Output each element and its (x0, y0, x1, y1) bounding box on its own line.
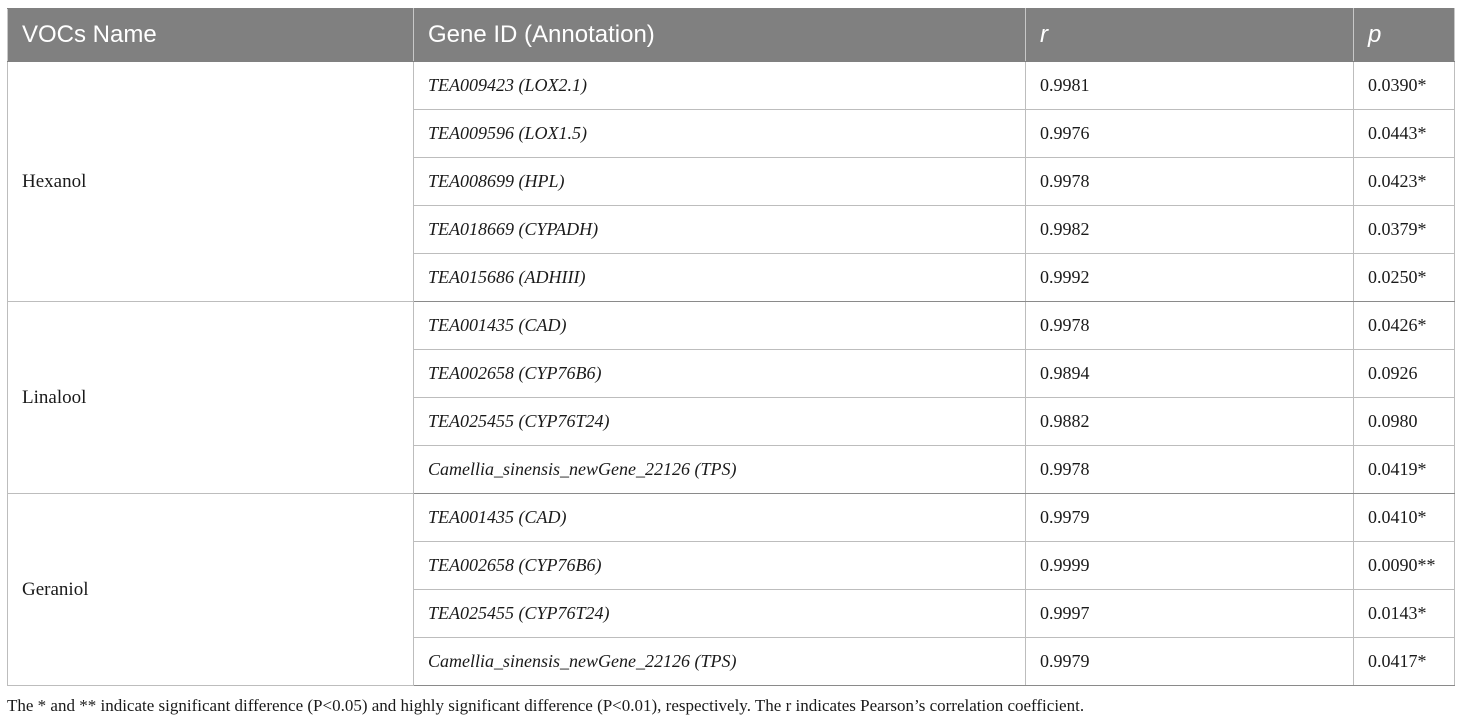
table-row: TEA025455 (CYP76T24) 0.9997 0.0143* (8, 589, 1455, 638)
gene-cell: TEA009423 (LOX2.1) (413, 61, 1026, 110)
table-header: VOCs Name Gene ID (Annotation) r p (7, 8, 1455, 62)
r-cell: 0.9978 (1025, 445, 1354, 494)
table-row: Camellia_sinensis_newGene_22126 (TPS) 0.… (8, 637, 1455, 686)
gene-cell: TEA002658 (CYP76B6) (413, 349, 1026, 398)
table-body: Hexanol TEA009423 (LOX2.1) 0.9981 0.0390… (7, 61, 1455, 686)
p-cell: 0.0423* (1353, 157, 1455, 206)
p-cell: 0.0980 (1353, 397, 1455, 446)
p-cell: 0.0379* (1353, 205, 1455, 254)
table-row: TEA025455 (CYP76T24) 0.9882 0.0980 (8, 397, 1455, 446)
p-cell: 0.0926 (1353, 349, 1455, 398)
table-row: TEA015686 (ADHIII) 0.9992 0.0250* (8, 253, 1455, 302)
header-row: VOCs Name Gene ID (Annotation) r p (7, 8, 1455, 62)
table-row: TEA009596 (LOX1.5) 0.9976 0.0443* (8, 109, 1455, 158)
r-cell: 0.9978 (1025, 157, 1354, 206)
p-cell: 0.0250* (1353, 253, 1455, 302)
p-cell: 0.0143* (1353, 589, 1455, 638)
table-row: TEA018669 (CYPADH) 0.9982 0.0379* (8, 205, 1455, 254)
p-cell: 0.0419* (1353, 445, 1455, 494)
r-cell: 0.9981 (1025, 61, 1354, 110)
p-cell: 0.0390* (1353, 61, 1455, 110)
table-footnote: The * and ** indicate significant differ… (7, 696, 1085, 715)
p-cell: 0.0090** (1353, 541, 1455, 590)
p-cell: 0.0443* (1353, 109, 1455, 158)
gene-cell: TEA001435 (CAD) (413, 493, 1026, 542)
header-gene-id: Gene ID (Annotation) (413, 8, 1026, 62)
p-cell: 0.0417* (1353, 637, 1455, 686)
gene-cell: TEA025455 (CYP76T24) (413, 589, 1026, 638)
table-row: Geraniol TEA001435 (CAD) 0.9979 0.0410* (7, 493, 1455, 686)
r-cell: 0.9882 (1025, 397, 1354, 446)
p-cell: 0.0426* (1353, 301, 1455, 350)
voc-name-cell: Linalool (7, 301, 414, 494)
r-cell: 0.9979 (1025, 637, 1354, 686)
voc-name-cell: Geraniol (7, 493, 414, 686)
gene-cell: TEA025455 (CYP76T24) (413, 397, 1026, 446)
correlation-table: VOCs Name Gene ID (Annotation) r p Hexan… (7, 8, 1455, 686)
r-cell: 0.9999 (1025, 541, 1354, 590)
data-table-container: VOCs Name Gene ID (Annotation) r p Hexan… (7, 8, 1455, 686)
table-row: Linalool TEA001435 (CAD) 0.9978 0.0426* (7, 301, 1455, 494)
r-cell: 0.9997 (1025, 589, 1354, 638)
gene-cell: Camellia_sinensis_newGene_22126 (TPS) (413, 637, 1026, 686)
table-row: TEA002658 (CYP76B6) 0.9894 0.0926 (8, 349, 1455, 398)
table-row: TEA008699 (HPL) 0.9978 0.0423* (8, 157, 1455, 206)
voc-name-cell: Hexanol (7, 61, 414, 302)
gene-cell: Camellia_sinensis_newGene_22126 (TPS) (413, 445, 1026, 494)
gene-cell: TEA002658 (CYP76B6) (413, 541, 1026, 590)
table-row: Hexanol TEA009423 (LOX2.1) 0.9981 0.0390… (7, 61, 1455, 302)
r-cell: 0.9894 (1025, 349, 1354, 398)
header-p: p (1353, 8, 1455, 62)
table-row: Camellia_sinensis_newGene_22126 (TPS) 0.… (8, 445, 1455, 494)
header-r: r (1025, 8, 1354, 62)
p-cell: 0.0410* (1353, 493, 1455, 542)
r-cell: 0.9982 (1025, 205, 1354, 254)
gene-cell: TEA008699 (HPL) (413, 157, 1026, 206)
gene-cell: TEA001435 (CAD) (413, 301, 1026, 350)
gene-cell: TEA015686 (ADHIII) (413, 253, 1026, 302)
gene-cell: TEA009596 (LOX1.5) (413, 109, 1026, 158)
header-vocs-name: VOCs Name (7, 8, 414, 62)
r-cell: 0.9976 (1025, 109, 1354, 158)
r-cell: 0.9978 (1025, 301, 1354, 350)
table-row: TEA002658 (CYP76B6) 0.9999 0.0090** (8, 541, 1455, 590)
r-cell: 0.9992 (1025, 253, 1354, 302)
r-cell: 0.9979 (1025, 493, 1354, 542)
gene-cell: TEA018669 (CYPADH) (413, 205, 1026, 254)
